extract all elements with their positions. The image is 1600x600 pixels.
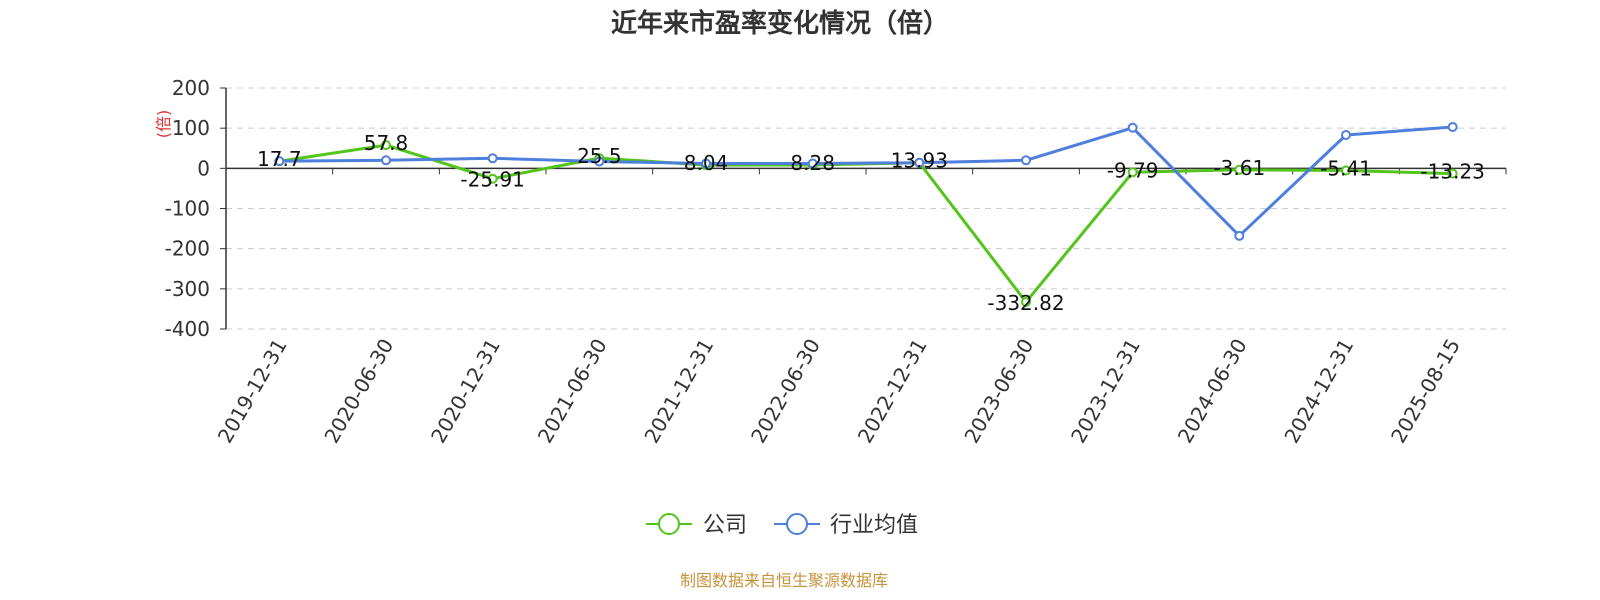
data-point-industry-average[interactable] bbox=[1021, 155, 1031, 166]
x-tick-label: 2023-12-31 bbox=[1066, 335, 1145, 448]
data-point-company[interactable] bbox=[1341, 165, 1351, 176]
y-tick-label: -400 bbox=[165, 317, 210, 341]
y-tick-label: 100 bbox=[172, 116, 210, 140]
x-tick-label: 2023-06-30 bbox=[959, 335, 1038, 448]
data-point-industry-average[interactable] bbox=[1127, 122, 1138, 133]
data-label: -3.61 bbox=[1213, 156, 1265, 180]
data-point-industry-average[interactable] bbox=[594, 156, 605, 167]
data-labels: 17.7 57.8 -25.91 25.5 8.04 8.28 13.93 -332.82 -9… bbox=[257, 131, 1485, 315]
data-label: 8.04 bbox=[684, 151, 729, 175]
data-point-company[interactable] bbox=[1021, 297, 1031, 308]
data-label: -332.82 bbox=[987, 291, 1064, 315]
y-tick-label: 0 bbox=[197, 156, 210, 180]
x-tick-label: 2019-12-31 bbox=[213, 335, 292, 448]
data-source-note: 制图数据来自恒生聚源数据库 bbox=[680, 571, 888, 590]
data-point-industry-average[interactable] bbox=[914, 157, 925, 168]
data-point-industry-average[interactable] bbox=[1447, 121, 1458, 132]
legend[interactable]: 公司 行业均值 bbox=[646, 513, 918, 538]
x-tick-label: 2022-06-30 bbox=[746, 335, 825, 448]
data-point-industry-average[interactable] bbox=[487, 153, 498, 164]
data-label: 8.28 bbox=[790, 151, 835, 175]
data-point-industry-average[interactable] bbox=[1234, 230, 1245, 241]
data-point-company[interactable] bbox=[1447, 168, 1458, 179]
legend-marker-icon bbox=[786, 513, 808, 535]
data-label: 13.93 bbox=[891, 149, 948, 173]
data-label: -5.41 bbox=[1320, 157, 1372, 181]
data-label: 17.7 bbox=[257, 147, 302, 171]
data-label: 25.5 bbox=[577, 144, 622, 168]
y-tick-label: -300 bbox=[165, 277, 210, 301]
x-tick-label: 2024-06-30 bbox=[1173, 335, 1252, 448]
series-layer bbox=[274, 121, 1458, 308]
data-point-company[interactable] bbox=[487, 173, 498, 184]
legend-label: 公司 bbox=[703, 513, 747, 538]
series-line-industry-average bbox=[279, 125, 1453, 238]
y-axis-unit-label: (倍) bbox=[154, 110, 173, 139]
grid-lines bbox=[226, 87, 1506, 330]
legend-marker-icon bbox=[658, 513, 680, 535]
data-label: -25.91 bbox=[460, 168, 524, 192]
legend-item-industry-average[interactable]: 行业均值 bbox=[774, 513, 918, 538]
x-tick-label: 2021-12-31 bbox=[639, 335, 718, 448]
data-point-company[interactable] bbox=[1234, 164, 1245, 175]
x-tick-label: 2021-06-30 bbox=[533, 335, 612, 448]
x-tick-label: 2020-06-30 bbox=[319, 335, 398, 448]
x-tick-label: 2020-12-31 bbox=[426, 334, 505, 447]
legend-label: 行业均值 bbox=[830, 513, 918, 538]
data-point-industry-average[interactable] bbox=[274, 156, 285, 167]
data-label: 57.8 bbox=[364, 131, 409, 155]
data-label: -13.23 bbox=[1420, 160, 1484, 184]
y-tick-label: -200 bbox=[165, 237, 210, 261]
data-point-industry-average[interactable] bbox=[381, 155, 391, 166]
x-tick-label: 2024-12-31 bbox=[1279, 335, 1358, 448]
data-point-industry-average[interactable] bbox=[1341, 129, 1351, 140]
data-label: -9.79 bbox=[1107, 158, 1159, 182]
data-point-industry-average[interactable] bbox=[807, 158, 818, 169]
data-point-company[interactable] bbox=[1127, 167, 1138, 178]
data-point-company[interactable] bbox=[381, 140, 391, 151]
data-point-industry-average[interactable] bbox=[701, 158, 711, 169]
legend-item-company[interactable]: 公司 bbox=[646, 513, 747, 538]
y-tick-label: 200 bbox=[172, 76, 210, 100]
x-tick-label: 2022-12-31 bbox=[853, 334, 932, 447]
x-tick-label: 2025-08-15 bbox=[1386, 335, 1465, 448]
chart-title: 近年来市盈率变化情况（倍） bbox=[611, 8, 949, 39]
y-tick-label: -100 bbox=[165, 197, 210, 221]
